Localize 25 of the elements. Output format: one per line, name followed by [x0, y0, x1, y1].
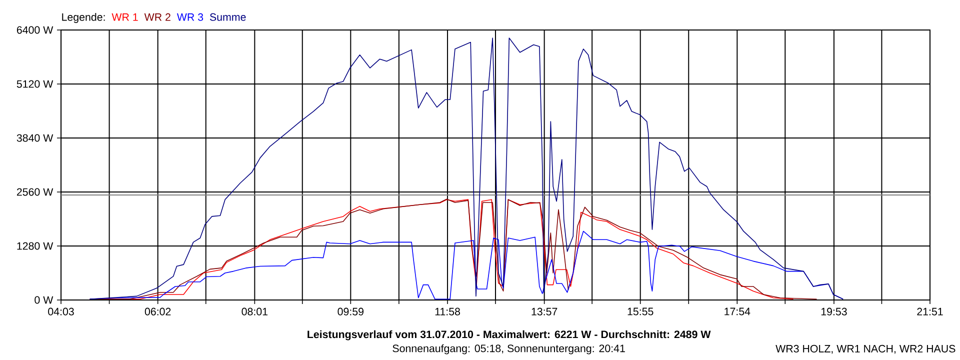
line-series — [89, 38, 844, 300]
y-tick-label: 5120 W — [16, 80, 54, 88]
text: Sonnenaufgang: 05:18, Sonnenuntergang: 20:41 — [392, 344, 625, 354]
y-tick-label: 2560 W — [16, 188, 54, 196]
x-tick-label: 06:02 — [144, 308, 171, 316]
x-tick-label: 13:57 — [532, 308, 558, 316]
text: Leistungsverlauf vom 31.07.2010 - Maximalwert: 6221 W - Durchschnitt: 2489 W — [308, 330, 711, 340]
text: WR 3 — [176, 13, 204, 21]
x-tick-label: 21:51 — [917, 308, 943, 316]
text: Summe — [210, 13, 246, 21]
text: WR 2 — [144, 13, 170, 21]
y-tick-label: 0 W — [34, 296, 54, 304]
text: WR3 HOLZ, WR1 NACH, WR2 HAUS — [776, 344, 956, 354]
x-tick-label: 04:03 — [48, 308, 74, 316]
y-tick-label: 3840 W — [16, 134, 54, 142]
x-tick-label: 15:55 — [628, 308, 654, 316]
y-tick-label: 6400 W — [16, 26, 54, 34]
y-tick-label: 1280 W — [17, 242, 54, 250]
x-tick-label: 17:54 — [724, 308, 750, 316]
x-tick-label: 09:59 — [338, 308, 364, 316]
x-tick-label: 11:58 — [435, 308, 460, 316]
legend-title: Legende: — [62, 13, 105, 23]
x-tick-label: 19:53 — [821, 308, 847, 316]
x-tick-label: 08:01 — [242, 308, 268, 316]
text: WR 1 — [112, 13, 138, 21]
